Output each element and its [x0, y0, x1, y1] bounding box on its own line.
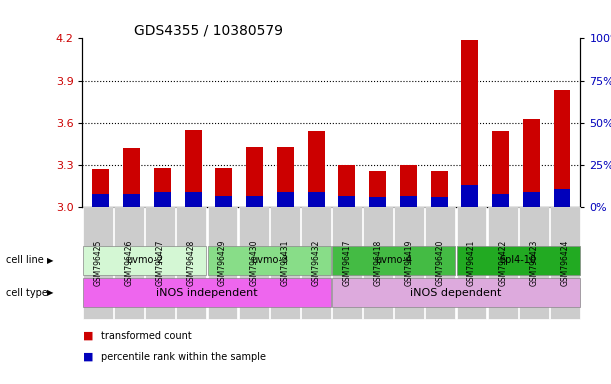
- Text: uvmo-4: uvmo-4: [375, 255, 412, 265]
- Bar: [400, 165, 417, 207]
- Bar: [92, 194, 109, 207]
- Text: GSM796426: GSM796426: [125, 240, 134, 286]
- Bar: [431, 197, 447, 207]
- Text: cell type: cell type: [6, 288, 48, 298]
- Bar: [431, 171, 447, 207]
- Text: GSM796417: GSM796417: [343, 240, 351, 286]
- Text: GSM796429: GSM796429: [218, 240, 227, 286]
- Text: iNOS independent: iNOS independent: [156, 288, 258, 298]
- Text: transformed count: transformed count: [101, 331, 192, 341]
- Bar: [461, 40, 478, 207]
- Bar: [277, 192, 294, 207]
- Bar: [523, 192, 540, 207]
- Bar: [308, 192, 324, 207]
- Text: GSM796420: GSM796420: [436, 240, 445, 286]
- Bar: [369, 171, 386, 207]
- Text: GSM796425: GSM796425: [93, 240, 103, 286]
- Text: GSM796422: GSM796422: [498, 240, 507, 286]
- Text: GSM796418: GSM796418: [374, 240, 382, 286]
- Text: ▶: ▶: [47, 288, 54, 297]
- Text: ■: ■: [82, 331, 93, 341]
- Bar: [369, 197, 386, 207]
- Text: uvmo-3: uvmo-3: [251, 255, 288, 265]
- Bar: [554, 91, 571, 207]
- Text: ▶: ▶: [47, 256, 54, 265]
- Bar: [492, 194, 509, 207]
- Text: GSM796421: GSM796421: [467, 240, 476, 286]
- Bar: [92, 169, 109, 207]
- Bar: [246, 147, 263, 207]
- Bar: [154, 168, 171, 207]
- Text: GSM796430: GSM796430: [249, 240, 258, 286]
- Bar: [185, 192, 202, 207]
- Text: cell line: cell line: [6, 255, 44, 265]
- Text: uvmo-2: uvmo-2: [126, 255, 163, 265]
- Text: GSM796427: GSM796427: [156, 240, 165, 286]
- Bar: [123, 194, 140, 207]
- Bar: [216, 168, 232, 207]
- Bar: [400, 195, 417, 207]
- Bar: [523, 119, 540, 207]
- Text: GSM796431: GSM796431: [280, 240, 289, 286]
- Bar: [554, 189, 571, 207]
- Text: GSM796419: GSM796419: [404, 240, 414, 286]
- Text: iNOS dependent: iNOS dependent: [410, 288, 502, 298]
- Bar: [461, 185, 478, 207]
- Bar: [154, 192, 171, 207]
- Text: Spl4-10: Spl4-10: [500, 255, 536, 265]
- Bar: [185, 130, 202, 207]
- Text: GSM796428: GSM796428: [187, 240, 196, 286]
- Text: percentile rank within the sample: percentile rank within the sample: [101, 352, 266, 362]
- Bar: [277, 147, 294, 207]
- Text: GSM796424: GSM796424: [560, 240, 569, 286]
- Bar: [338, 165, 355, 207]
- Bar: [492, 131, 509, 207]
- Text: GSM796432: GSM796432: [312, 240, 320, 286]
- Bar: [246, 195, 263, 207]
- Text: ■: ■: [82, 352, 93, 362]
- Bar: [308, 131, 324, 207]
- Bar: [123, 148, 140, 207]
- Text: GSM796423: GSM796423: [529, 240, 538, 286]
- Text: GDS4355 / 10380579: GDS4355 / 10380579: [134, 23, 284, 37]
- Bar: [216, 195, 232, 207]
- Bar: [338, 195, 355, 207]
